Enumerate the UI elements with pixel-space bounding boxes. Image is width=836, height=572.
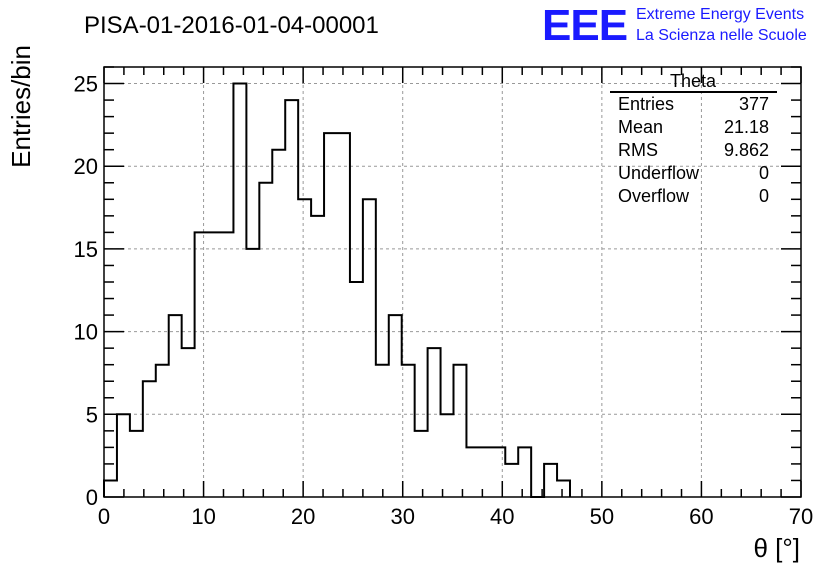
x-tick-label-10: 10 bbox=[191, 504, 215, 529]
y-tick-labels: 0 5 10 15 20 25 bbox=[74, 72, 98, 510]
axis-ticks bbox=[103, 66, 802, 498]
stats-title: Theta bbox=[670, 71, 717, 91]
x-tick-label-60: 60 bbox=[689, 504, 713, 529]
stats-label-underflow: Underflow bbox=[618, 163, 700, 183]
y-tick-label-5: 5 bbox=[86, 402, 98, 427]
grid bbox=[104, 67, 801, 497]
x-tick-label-20: 20 bbox=[291, 504, 315, 529]
y-axis-label: Entries/bin bbox=[6, 45, 36, 168]
stats-label-entries: Entries bbox=[618, 94, 674, 114]
y-tick-label-20: 20 bbox=[74, 154, 98, 179]
chart-title: PISA-01-2016-01-04-00001 bbox=[84, 12, 379, 39]
histogram-series-theta bbox=[103, 82, 571, 498]
x-tick-label-40: 40 bbox=[490, 504, 514, 529]
stats-box: Theta Entries 377 Mean 21.18 RMS 9.862 Underfl… bbox=[610, 71, 777, 206]
y-tick-label-0: 0 bbox=[86, 485, 98, 510]
stats-value-entries: 377 bbox=[739, 94, 769, 114]
stats-value-overflow: 0 bbox=[759, 186, 769, 206]
y-tick-label-15: 15 bbox=[74, 237, 98, 262]
stats-label-overflow: Overflow bbox=[618, 186, 690, 206]
stats-label-rms: RMS bbox=[618, 140, 658, 160]
eee-logo: EEE Extreme Energy Events La Scienza nel… bbox=[542, 1, 807, 50]
x-tick-label-0: 0 bbox=[98, 504, 110, 529]
stats-value-underflow: 0 bbox=[759, 163, 769, 183]
plot-frame bbox=[103, 66, 802, 498]
x-axis-label: θ [°] bbox=[753, 533, 800, 563]
x-tick-label-50: 50 bbox=[590, 504, 614, 529]
logo-mark: EEE bbox=[542, 1, 627, 50]
x-tick-label-70: 70 bbox=[789, 504, 813, 529]
logo-line-2: La Scienza nelle Scuole bbox=[636, 27, 807, 44]
stats-value-rms: 9.862 bbox=[724, 140, 769, 160]
stats-label-mean: Mean bbox=[618, 117, 663, 137]
stats-value-mean: 21.18 bbox=[724, 117, 769, 137]
y-tick-label-10: 10 bbox=[74, 320, 98, 345]
logo-line-1: Extreme Energy Events bbox=[636, 6, 804, 23]
stats-rows: Entries 377 Mean 21.18 RMS 9.862 Underflow 0 Ove… bbox=[618, 94, 769, 206]
x-tick-labels: 0 10 20 30 40 50 60 70 bbox=[98, 504, 813, 529]
x-tick-label-30: 30 bbox=[390, 504, 414, 529]
y-tick-label-25: 25 bbox=[74, 72, 98, 97]
